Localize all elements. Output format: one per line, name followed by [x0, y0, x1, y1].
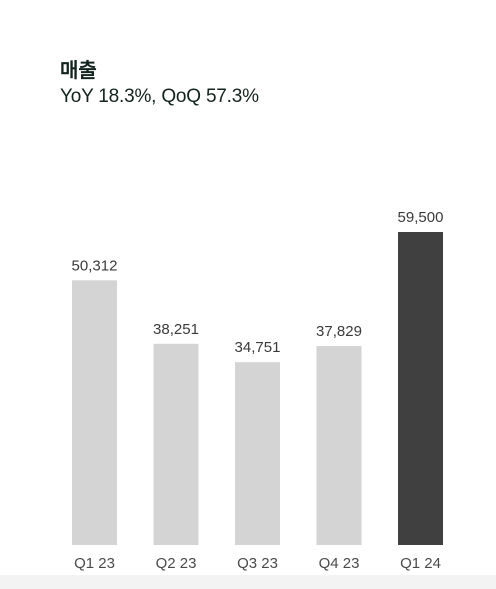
data-label: 37,829: [316, 323, 362, 340]
data-label: 34,751: [235, 339, 281, 356]
bar-q4-23: [316, 346, 362, 545]
x-tick-label: Q3 23: [237, 555, 278, 572]
bar-q1-23: [72, 280, 117, 545]
chart-subtitle: YoY 18.3%, QoQ 57.3%: [60, 86, 259, 107]
bar-q1-24: [398, 232, 443, 545]
bottom-strip: [0, 575, 496, 589]
bar-q3-23: [235, 362, 280, 545]
chart-title: 매출: [60, 58, 97, 82]
data-label: 59,500: [398, 209, 444, 226]
x-tick-label: Q1 24: [400, 555, 441, 572]
data-label: 50,312: [72, 257, 118, 274]
data-label: 38,251: [153, 321, 199, 338]
x-tick-label: Q4 23: [319, 555, 360, 572]
x-tick-label: Q2 23: [156, 555, 197, 572]
bar-q2-23: [153, 343, 199, 545]
x-tick-label: Q1 23: [74, 555, 115, 572]
